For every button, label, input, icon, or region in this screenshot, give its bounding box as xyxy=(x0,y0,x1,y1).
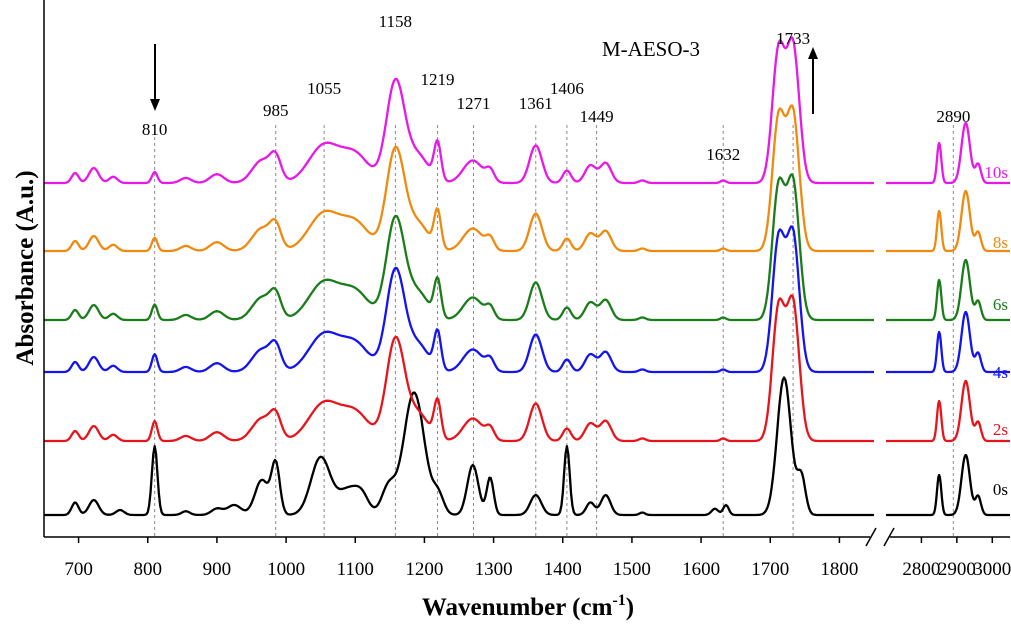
series-line-10s xyxy=(44,36,874,185)
x-axis-title-superscript: -1 xyxy=(612,592,625,609)
series-labels: 0s 2s 4s 6s 8s 10s xyxy=(984,163,1008,499)
series-line-0s-ch-region xyxy=(885,454,1011,517)
series-label-8s: 8s xyxy=(993,233,1008,252)
x-tick-label-1100: 1100 xyxy=(337,559,374,580)
peak-label-1733: 1733 xyxy=(776,29,810,48)
series-line-8s-ch-region xyxy=(885,190,1011,253)
axis-break-marks xyxy=(865,527,895,547)
peak-label-1055: 1055 xyxy=(307,79,341,98)
axes xyxy=(43,0,1010,547)
x-axis-title-close: ) xyxy=(626,594,634,621)
x-tick-label-1000: 1000 xyxy=(267,559,305,580)
x-tick-label-3000: 3000 xyxy=(973,559,1011,580)
x-tick-label-900: 900 xyxy=(203,559,232,580)
x-tick-label-1300: 1300 xyxy=(475,559,513,580)
peak-label-810: 810 xyxy=(142,120,168,139)
peak-label-985: 985 xyxy=(263,101,289,120)
series-label-4s: 4s xyxy=(993,363,1008,382)
peak-label-1406: 1406 xyxy=(550,79,584,98)
peak-label-1449: 1449 xyxy=(580,107,614,126)
x-tick-label-700: 700 xyxy=(64,559,93,580)
series-line-4s-ch-region xyxy=(885,311,1011,374)
series-label-6s: 6s xyxy=(993,295,1008,314)
series-line-2s xyxy=(44,294,874,443)
series-line-10s-ch-region xyxy=(885,122,1011,185)
x-tick-label-1600: 1600 xyxy=(682,559,720,580)
x-tick-labels: 700 800 900 1000 1100 1200 1300 1400 1500 1600 170… xyxy=(64,559,1011,580)
spectrum-traces xyxy=(44,36,1011,517)
series-line-8s xyxy=(44,104,874,253)
series-line-4s xyxy=(44,225,874,374)
peak-label-1158: 1158 xyxy=(379,12,412,31)
x-tick-label-2800: 2800 xyxy=(902,559,940,580)
peak-label-1632: 1632 xyxy=(706,145,740,164)
x-tick-label-1500: 1500 xyxy=(613,559,651,580)
x-tick-label-800: 800 xyxy=(134,559,163,580)
peak-label-1271: 1271 xyxy=(457,94,491,113)
series-line-2s-ch-region xyxy=(885,380,1011,443)
peak-label-1361: 1361 xyxy=(519,94,553,113)
x-tick-label-1700: 1700 xyxy=(751,559,789,580)
series-line-6s xyxy=(44,173,874,322)
series-line-6s-ch-region xyxy=(885,259,1011,322)
x-tick-label-1400: 1400 xyxy=(544,559,582,580)
x-axis-title-main: Wavenumber (cm xyxy=(422,594,613,621)
x-tick-label-2900: 2900 xyxy=(938,559,976,580)
x-axis-title: Wavenumber (cm-1) xyxy=(422,592,634,621)
series-label-0s: 0s xyxy=(993,480,1008,499)
peak-label-1219: 1219 xyxy=(421,70,455,89)
down-arrow-annotation xyxy=(150,44,160,111)
series-label-10s: 10s xyxy=(984,163,1008,182)
series-label-2s: 2s xyxy=(993,420,1008,439)
chart-title: M-AESO-3 xyxy=(602,37,700,61)
up-arrow-annotation xyxy=(808,47,818,114)
y-axis-title: Absorbance (A.u.) xyxy=(12,170,39,365)
series-line-0s xyxy=(44,376,874,517)
peak-label-2890: 2890 xyxy=(936,107,970,126)
x-tick-label-1800: 1800 xyxy=(820,559,858,580)
peak-guide-lines xyxy=(154,125,954,537)
x-tick-label-1200: 1200 xyxy=(405,559,443,580)
